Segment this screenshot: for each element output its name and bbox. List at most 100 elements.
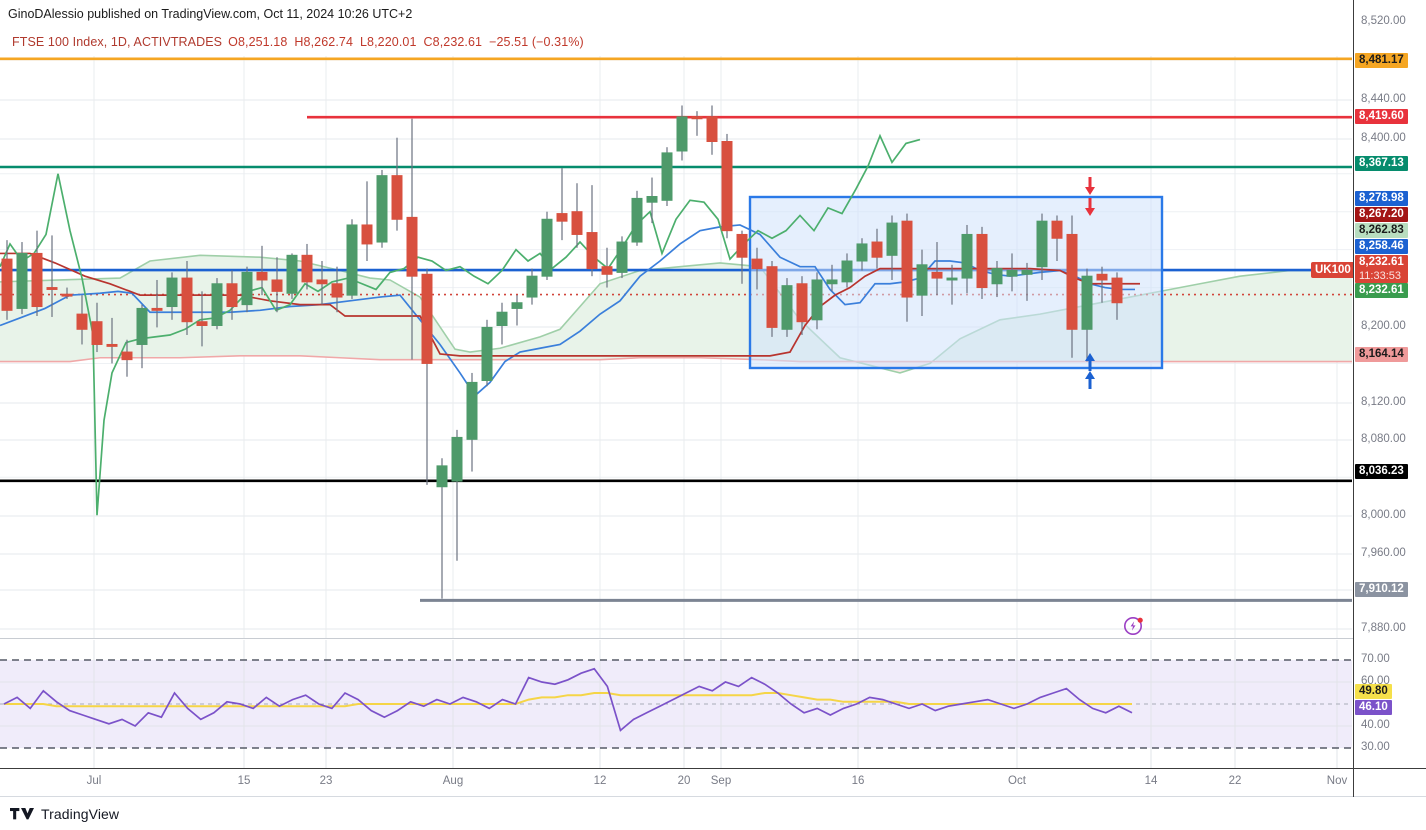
- time-axis-tick: 22: [1228, 775, 1242, 787]
- rsi-chart-canvas[interactable]: [0, 640, 1352, 768]
- price-level-badge[interactable]: 8,164.14: [1355, 347, 1408, 362]
- time-axis[interactable]: Jul 15 23 Aug 12 20 Sep 16 Oct 14 22 Nov: [0, 769, 1426, 797]
- price-axis-tick: 30.00: [1361, 741, 1390, 753]
- candlestick: [451, 429, 463, 561]
- price-axis-tick: 70.00: [1361, 653, 1390, 665]
- time-axis-tick: Sep: [710, 775, 732, 787]
- pane-separator[interactable]: [0, 638, 1426, 639]
- price-level-badge[interactable]: 8,258.46: [1355, 239, 1408, 254]
- price-level-badge[interactable]: 8,367.13: [1355, 156, 1408, 171]
- candlestick: [616, 236, 628, 279]
- price-level-badge[interactable]: 49.80: [1355, 684, 1392, 699]
- candlestick: [31, 230, 43, 317]
- candlestick: [961, 224, 973, 294]
- candlestick: [976, 226, 988, 299]
- price-level-badge[interactable]: 46.10: [1355, 700, 1392, 715]
- candlestick: [586, 185, 598, 277]
- candlestick: [991, 261, 1003, 298]
- candlestick: [871, 228, 883, 269]
- price-axis-tick: 40.00: [1361, 719, 1390, 731]
- candlestick: [856, 238, 868, 271]
- price-axis-tick: 7,880.00: [1361, 622, 1406, 634]
- instrument-tag[interactable]: UK100: [1311, 262, 1355, 278]
- tradingview-wordmark: TradingView: [41, 805, 120, 822]
- candlestick: [601, 247, 613, 288]
- arrow-down-icon: [1085, 198, 1095, 216]
- chart-legend: FTSE 100 Index, 1D, ACTIVTRADES O8,251.1…: [0, 28, 1426, 56]
- time-axis-rule: [0, 768, 1426, 769]
- ohlc-low: L8,220.01: [360, 35, 417, 49]
- candlestick: [346, 219, 358, 299]
- candlestick: [91, 302, 103, 353]
- candlestick: [706, 105, 718, 155]
- arrow-down-icon: [1085, 177, 1095, 195]
- candlestick: [271, 257, 283, 313]
- tradingview-logo-icon: [10, 807, 34, 819]
- price-chart-canvas[interactable]: [0, 56, 1352, 638]
- price-level-badge[interactable]: 8,036.23: [1355, 464, 1408, 479]
- candlestick: [811, 272, 823, 330]
- time-axis-tick: 15: [237, 775, 251, 787]
- time-axis-tick: Jul: [86, 775, 102, 787]
- ohlc-high: H8,262.74: [294, 35, 353, 49]
- close-price-badge[interactable]: 8,232.61: [1355, 283, 1408, 298]
- candlestick: [931, 242, 943, 296]
- candlestick: [391, 137, 403, 231]
- arrow-up-icon: [1085, 371, 1095, 389]
- candlestick: [76, 295, 88, 345]
- price-axis-tick: 8,400.00: [1361, 132, 1406, 144]
- candlestick: [916, 249, 928, 317]
- ohlc-change: −25.51 (−0.31%): [489, 35, 584, 49]
- last-price-badge[interactable]: 8,232.61 11:33:53: [1355, 255, 1408, 283]
- candlestick: [781, 278, 793, 337]
- price-level-badge[interactable]: 8,262.83: [1355, 223, 1408, 238]
- candlestick: [1036, 213, 1048, 280]
- last-price-countdown: 11:33:53: [1359, 270, 1402, 282]
- rsi-indicator-pane[interactable]: [0, 640, 1352, 768]
- price-axis-tick: 8,520.00: [1361, 15, 1406, 27]
- candlestick: [766, 261, 778, 337]
- ohlc-open: O8,251.18: [228, 35, 288, 49]
- price-axis-tick: 8,080.00: [1361, 433, 1406, 445]
- price-axis[interactable]: 8,520.00 8,440.00 8,400.00 8,200.00 8,120.00…: [1353, 0, 1426, 768]
- candlestick: [316, 261, 328, 305]
- price-axis-tick: 8,440.00: [1361, 93, 1406, 105]
- time-axis-tick: 12: [593, 775, 607, 787]
- candlestick: [1, 240, 13, 320]
- price-level-badge[interactable]: 8,267.20: [1355, 207, 1408, 222]
- candlestick: [496, 302, 508, 345]
- rsi-series: [3, 667, 1133, 732]
- price-level-badge[interactable]: 8,278.98: [1355, 191, 1408, 206]
- candlestick: [1111, 272, 1123, 320]
- price-level-badge[interactable]: 8,419.60: [1355, 109, 1408, 124]
- candlestick: [511, 295, 523, 326]
- candlestick-series[interactable]: [1, 105, 1123, 599]
- lightning-alert-icon[interactable]: [1122, 613, 1146, 637]
- price-level-badge[interactable]: 7,910.12: [1355, 582, 1408, 597]
- candlestick: [691, 111, 703, 136]
- candlestick: [1051, 215, 1063, 262]
- candlestick: [1081, 268, 1093, 362]
- price-axis-tick: 8,120.00: [1361, 396, 1406, 408]
- last-price-value: 8,232.61: [1359, 256, 1404, 268]
- candlestick: [826, 264, 838, 292]
- candlestick: [1021, 262, 1033, 301]
- publisher-text: GinoDAlessio published on TradingView.co…: [8, 7, 413, 21]
- price-level-badge[interactable]: 8,481.17: [1355, 53, 1408, 68]
- candlestick: [376, 169, 388, 248]
- candlestick: [151, 279, 163, 328]
- candlestick: [946, 264, 958, 305]
- candlestick: [886, 215, 898, 280]
- candlestick: [556, 168, 568, 241]
- time-axis-tick: 23: [319, 775, 333, 787]
- signal-arrows[interactable]: [1085, 177, 1095, 389]
- candlestick: [661, 147, 673, 206]
- candlestick: [1066, 215, 1078, 358]
- candlestick: [421, 268, 433, 485]
- price-chart-pane[interactable]: [0, 56, 1352, 638]
- candlestick: [676, 105, 688, 161]
- symbol-description[interactable]: FTSE 100 Index, 1D, ACTIVTRADES: [12, 35, 223, 49]
- candlestick: [121, 339, 133, 377]
- candlestick: [541, 211, 553, 280]
- price-axis-tick: 7,960.00: [1361, 547, 1406, 559]
